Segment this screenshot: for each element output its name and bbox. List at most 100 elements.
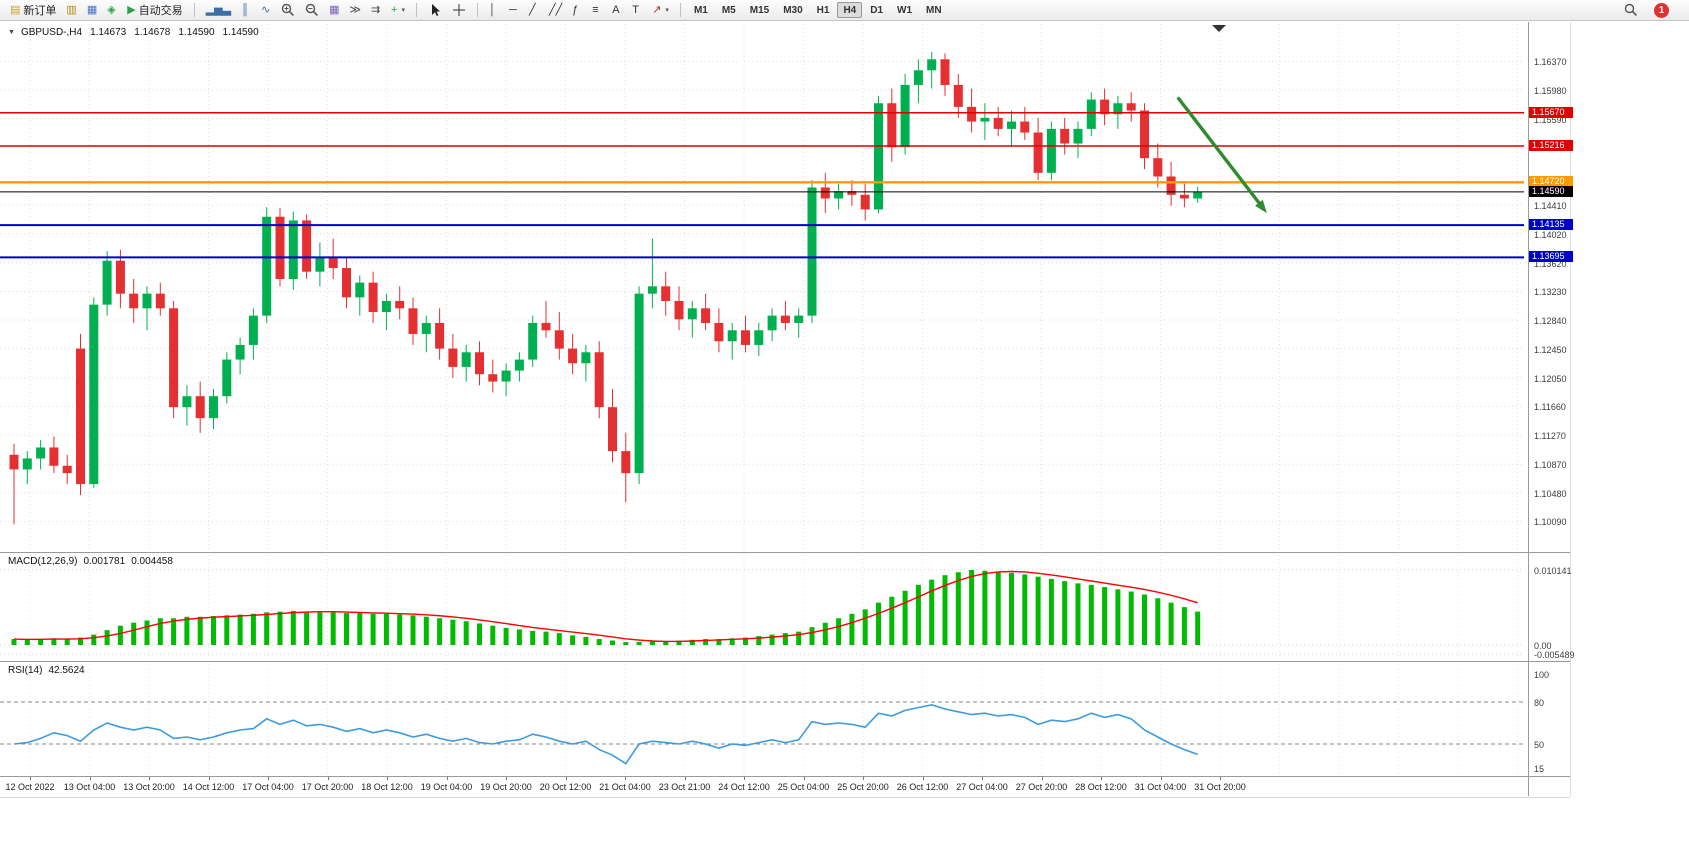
timeframe-h1-button[interactable]: H1 [816,4,830,16]
auto-scroll-icon: ≫ [349,4,361,16]
new-order-icon: ▤ [10,4,21,16]
time-axis-label: 25 Oct 04:00 [777,782,830,792]
rsi-axis-label: 50 [1534,740,1545,750]
new-order-button-label: 新订单 [23,5,57,17]
line-chart-icon: ∿ [261,4,271,16]
time-axis-label: 23 Oct 21:00 [658,782,711,792]
rsi-axis-label: 80 [1534,698,1545,708]
notification-badge[interactable]: 1 [1654,2,1669,18]
zoom-out-button[interactable] [301,1,323,19]
time-axis-label: 13 Oct 20:00 [123,782,175,792]
price-tag: 1.13695 [1529,251,1573,263]
time-tick [1160,777,1162,780]
zoom-in-button[interactable] [277,1,299,19]
trendline-icon: ╱ [528,4,536,16]
chart-shift-button[interactable]: ⇉ [367,1,385,19]
zoom-out-icon [305,3,319,16]
arrows-icon: ↗ [652,4,662,16]
timeframe-m1-button[interactable]: M1 [693,4,708,16]
close-price: 1.14590 [222,27,259,38]
channel-button[interactable]: ╱╱ [545,1,566,19]
timeframe-w1-button[interactable]: W1 [897,4,913,16]
price-axis-label: 1.10480 [1534,488,1567,499]
macd-histogram [11,570,1201,645]
candles-layer [9,51,1203,525]
timeframe-m15-button[interactable]: M15 [749,4,770,16]
autotrading-icon: ▶ [127,4,136,16]
time-axis-label: 31 Oct 04:00 [1134,782,1187,792]
shapes-button[interactable]: ≡ [588,1,606,19]
timeframe-m5-button[interactable]: M5 [721,4,736,16]
shapes-icon: ≡ [592,4,599,16]
rsi-line [13,703,1198,765]
time-tick [625,777,626,780]
rsi-title: RSI(14) 42.5624 [8,665,85,676]
crosshair-button[interactable] [448,1,470,19]
timeframe-m30-button[interactable]: M30 [783,4,803,16]
price-axis-label: 1.12050 [1534,373,1567,384]
arrows-button[interactable]: ↗ ▾ [648,1,673,19]
price-axis[interactable]: 1.16370 1.15980 1.15590 1.14410 1.14020 1.136… [1529,22,1591,796]
search-button[interactable] [1620,1,1642,19]
main-chart-canvas[interactable] [0,22,1528,553]
charts-window-button[interactable]: ▥ [62,1,80,19]
fibonacci-button[interactable]: ƒ [568,1,586,19]
timeframe-d1-button[interactable]: D1 [870,4,884,16]
time-tick [803,777,805,780]
time-tick [1041,777,1043,780]
trendline-button[interactable]: ╱ [525,1,543,19]
vertical-line-button[interactable]: │ [485,1,503,19]
auto-scroll-button[interactable]: ≫ [345,1,365,19]
macd-canvas[interactable] [0,553,1528,661]
indicators-button[interactable]: + ▾ [387,1,409,19]
timeframe-h4-button[interactable]: H4 [837,2,863,18]
time-axis-label: 17 Oct 04:00 [242,782,294,792]
macd-title: MACD(12,26,9) 0.001781 0.004458 [8,556,173,567]
price-axis-label: 1.10870 [1534,460,1567,471]
navigator-button[interactable]: ◈ [103,1,121,19]
autotrading-button[interactable]: ▶ 自动交易 [123,1,186,19]
time-tick [1101,777,1102,780]
toolbar-separator [476,3,478,17]
timeframe-mn-button[interactable]: MN [926,4,942,16]
rsi-value: 42.5624 [48,665,85,676]
time-axis-label: 27 Oct 04:00 [956,782,1008,792]
grid-layer [0,24,1524,551]
panel-divider[interactable] [0,552,1570,553]
price-axis-label: 1.15980 [1534,86,1567,97]
time-axis-label: 18 Oct 12:00 [361,782,413,792]
horizontal-line-button[interactable]: ─ [505,1,523,19]
macd-main-value: 0.001781 [83,556,126,567]
line-chart-button[interactable]: ∿ [257,1,275,19]
navigator-icon: ◈ [107,4,116,16]
panel-divider[interactable] [0,776,1570,777]
text-label-button[interactable]: T [628,1,646,19]
time-axis-label: 25 Oct 20:00 [837,782,889,792]
candlestick-chart-button[interactable]: ║ [237,1,255,19]
tile-windows-button[interactable]: ▦ [325,1,343,19]
time-tick [30,777,31,780]
price-tag: 1.14720 [1529,176,1573,188]
market-watch-button[interactable]: ▦ [83,1,101,19]
high-price: 1.14678 [134,27,171,38]
chart-collapse-icon[interactable]: ▼ [8,29,15,36]
bars-chart-icon: ▂▅▃ [205,4,232,16]
time-tick [744,777,745,780]
time-tick [1220,777,1221,780]
new-order-button[interactable]: ▤ 新订单 [6,1,60,19]
time-axis[interactable]: 12 Oct 2022 13 Oct 04:00 13 Oct 20:00 14 Oc… [0,777,1528,797]
zoom-in-icon [281,3,295,16]
dropdown-arrow-icon: ▾ [401,7,405,14]
time-axis-label: 26 Oct 12:00 [896,782,949,792]
text-button[interactable]: A [608,1,626,19]
price-tag: 1.15216 [1529,140,1573,151]
bar-chart-button[interactable]: ▂▅▃ [202,1,235,19]
window-right-edge [1570,22,1571,797]
price-axis-label: 1.15590 [1534,114,1567,125]
cursor-button[interactable] [424,1,446,19]
rsi-canvas[interactable] [0,662,1528,776]
macd-axis-label: -0.005489 [1534,650,1575,660]
panel-divider[interactable] [0,661,1570,662]
chart-legend: ▼ GBPUSD-,H4 1.14673 1.14678 1.14590 1.1… [8,27,259,38]
